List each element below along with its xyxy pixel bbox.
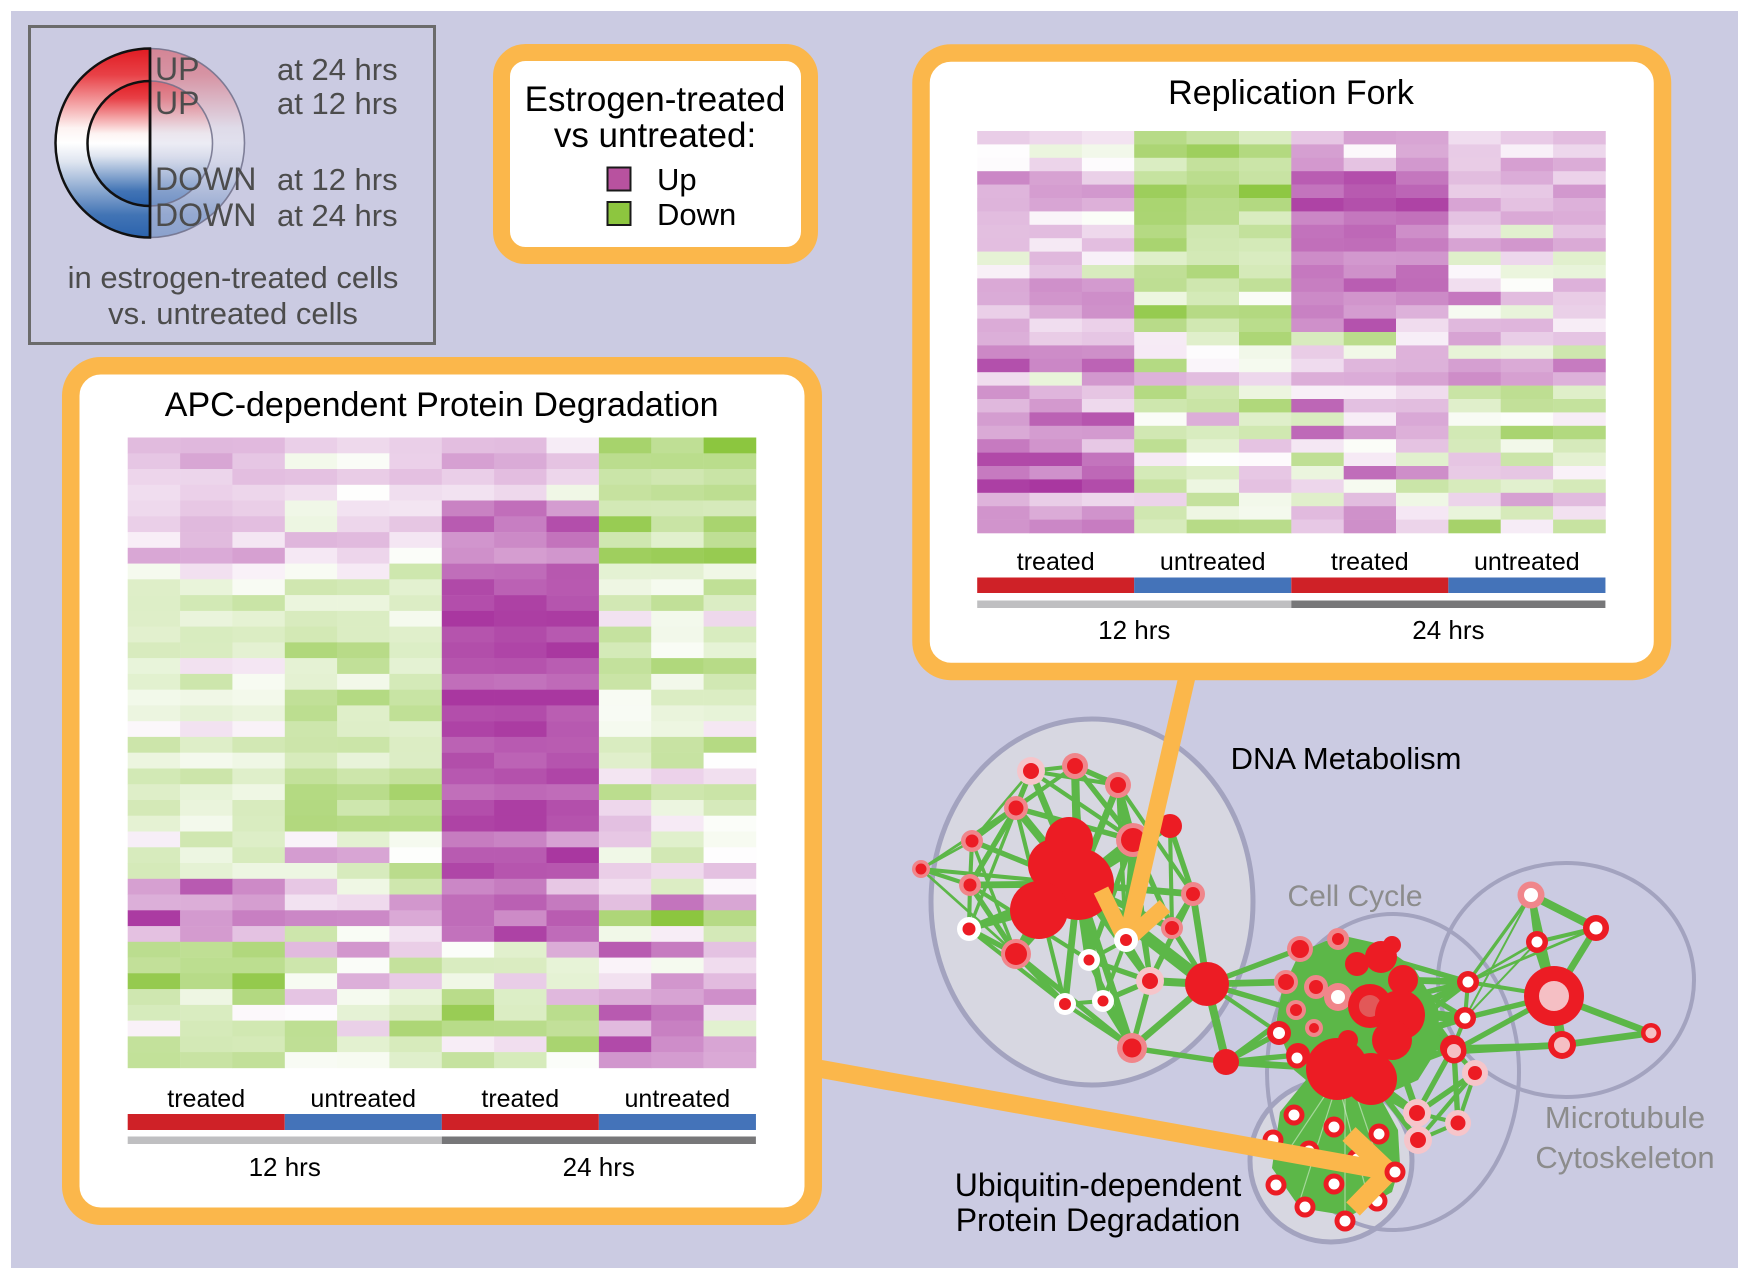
svg-text:in estrogen-treated cells: in estrogen-treated cells <box>68 260 399 295</box>
svg-text:24 hrs: 24 hrs <box>1412 615 1484 645</box>
svg-text:DOWN: DOWN <box>155 197 256 233</box>
svg-text:DNA Metabolism: DNA Metabolism <box>1231 741 1462 776</box>
svg-text:Estrogen-treated: Estrogen-treated <box>525 80 786 119</box>
svg-text:untreated: untreated <box>1160 548 1266 576</box>
svg-text:vs. untreated cells: vs. untreated cells <box>108 296 358 331</box>
svg-text:APC-dependent Protein Degradat: APC-dependent Protein Degradation <box>165 386 719 424</box>
svg-text:at 12 hrs: at 12 hrs <box>277 162 398 197</box>
svg-text:untreated: untreated <box>1474 548 1580 576</box>
svg-text:Cell Cycle: Cell Cycle <box>1287 880 1422 913</box>
svg-text:12 hrs: 12 hrs <box>1098 615 1170 645</box>
svg-text:UP: UP <box>155 51 199 87</box>
svg-text:UP: UP <box>155 85 199 121</box>
svg-text:Up: Up <box>657 162 697 197</box>
svg-text:treated: treated <box>481 1085 559 1113</box>
svg-text:12 hrs: 12 hrs <box>249 1152 321 1182</box>
svg-text:at 12 hrs: at 12 hrs <box>277 86 398 121</box>
svg-text:Microtubule: Microtubule <box>1545 1100 1705 1135</box>
svg-text:Down: Down <box>657 197 736 232</box>
svg-text:Cytoskeleton: Cytoskeleton <box>1535 1140 1714 1175</box>
svg-text:Replication Fork: Replication Fork <box>1168 74 1415 112</box>
svg-text:treated: treated <box>1331 548 1409 576</box>
svg-text:24 hrs: 24 hrs <box>563 1152 635 1182</box>
svg-text:at 24 hrs: at 24 hrs <box>277 52 398 87</box>
svg-text:treated: treated <box>1017 548 1095 576</box>
svg-text:Ubiquitin-dependent: Ubiquitin-dependent <box>955 1167 1242 1203</box>
svg-text:vs untreated:: vs untreated: <box>554 116 756 155</box>
svg-text:untreated: untreated <box>310 1085 416 1113</box>
svg-text:DOWN: DOWN <box>155 161 256 197</box>
svg-text:treated: treated <box>167 1085 245 1113</box>
svg-text:untreated: untreated <box>625 1085 731 1113</box>
svg-text:at 24 hrs: at 24 hrs <box>277 198 398 233</box>
svg-text:Protein Degradation: Protein Degradation <box>956 1202 1241 1238</box>
